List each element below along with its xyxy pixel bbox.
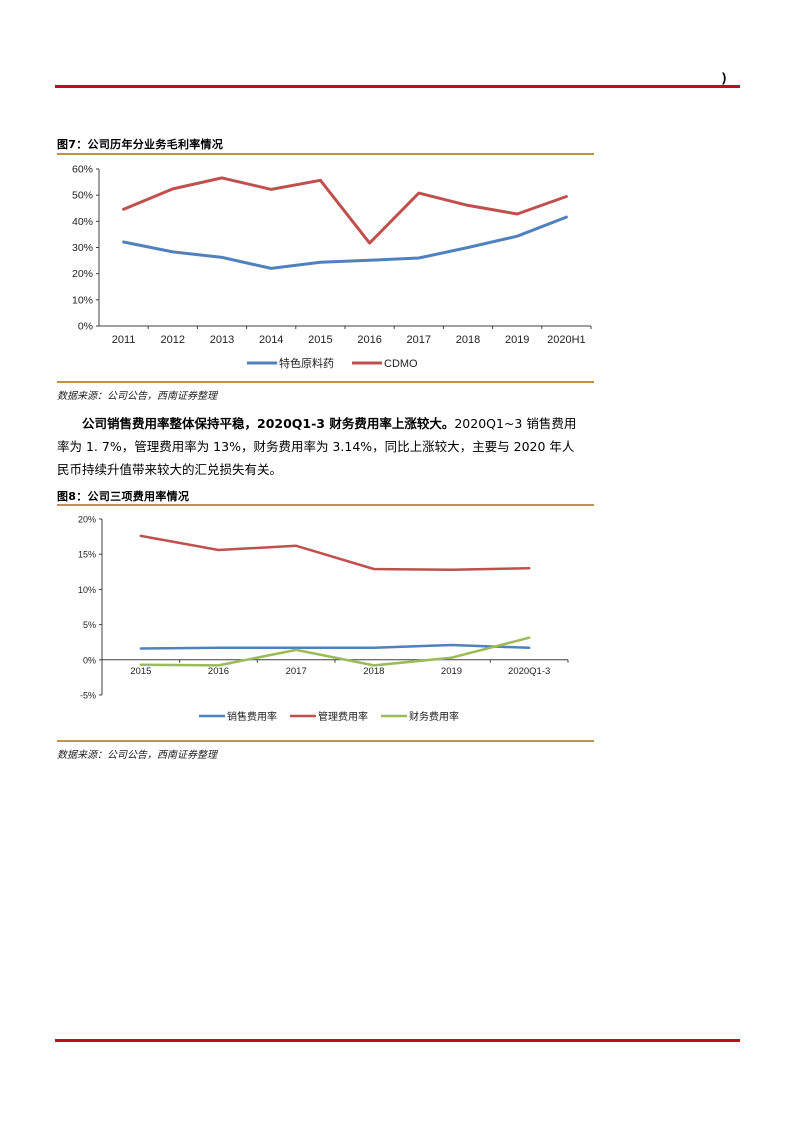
x-tick-label: 2020H1 bbox=[547, 334, 586, 346]
x-tick-label: 2019 bbox=[441, 666, 462, 677]
figure7-title: 图7：公司历年分业务毛利率情况 bbox=[57, 138, 224, 151]
y-tick-label: 60% bbox=[72, 164, 93, 176]
figure8-bottom-rule bbox=[57, 740, 594, 742]
series-line bbox=[139, 534, 531, 571]
y-tick-label: 20% bbox=[72, 268, 93, 280]
series-line bbox=[122, 215, 568, 270]
figure8-chart: -5% 0% 5% 10% 15% 20% 2015 2016 2017 2018 2019 2020… bbox=[78, 515, 569, 723]
x-tick-label: 2015 bbox=[308, 334, 332, 346]
x-tick-label: 2018 bbox=[456, 334, 480, 346]
y-tick-label: 30% bbox=[72, 242, 93, 254]
figure7-bottom-rule bbox=[57, 381, 594, 383]
series-line bbox=[139, 636, 531, 667]
legend-label: 管理费用率 bbox=[318, 710, 368, 723]
legend-label: CDMO bbox=[384, 358, 418, 370]
legend-label: 财务费用率 bbox=[409, 710, 459, 723]
paragraph-line1-rest: 2020Q1~3 销售费用 bbox=[454, 416, 577, 431]
figure8-top-rule bbox=[57, 504, 594, 506]
legend-label: 特色原料药 bbox=[279, 356, 334, 370]
figure7-top-rule bbox=[57, 153, 594, 155]
x-tick-label: 2016 bbox=[357, 334, 381, 346]
y-tick-label: 5% bbox=[83, 620, 96, 630]
series-line bbox=[122, 176, 568, 245]
y-tick-label: 40% bbox=[72, 216, 93, 228]
x-tick-label: 2014 bbox=[259, 334, 283, 346]
y-tick-label: 0% bbox=[78, 321, 93, 333]
x-tick-label: 2013 bbox=[210, 334, 234, 346]
figure8-source: 数据来源：公司公告，西南证券整理 bbox=[57, 750, 217, 761]
paragraph-line-2: 率为 1. 7%，管理费用率为 13%，财务费用率为 3.14%，同比上涨较大，… bbox=[57, 439, 575, 454]
footer-rule bbox=[55, 1039, 740, 1042]
y-tick-label: 0% bbox=[83, 655, 96, 665]
x-tick-label: 2012 bbox=[161, 334, 185, 346]
x-tick-label: 2016 bbox=[208, 666, 229, 677]
y-tick-label: -5% bbox=[80, 691, 96, 701]
y-tick-label: 50% bbox=[72, 190, 93, 202]
y-tick-label: 15% bbox=[78, 550, 96, 560]
y-tick-label: 10% bbox=[72, 294, 93, 306]
header-rule bbox=[55, 85, 740, 88]
x-tick-label: 2017 bbox=[407, 334, 431, 346]
paragraph-bold-lead: 公司销售费用率整体保持平稳，2020Q1-3 财务费用率上涨较大。 bbox=[82, 416, 455, 431]
y-tick-label: 20% bbox=[78, 515, 96, 525]
figure7-source: 数据来源：公司公告，西南证券整理 bbox=[57, 391, 217, 402]
x-tick-label: 2020Q1-3 bbox=[508, 666, 550, 677]
y-tick-label: 10% bbox=[78, 585, 96, 595]
figure8-title: 图8：公司三项费用率情况 bbox=[57, 490, 190, 503]
series-line bbox=[139, 643, 531, 650]
x-tick-label: 2019 bbox=[505, 334, 529, 346]
x-tick-label: 2015 bbox=[130, 666, 151, 677]
figure7-chart: 0% 10% 20% 30% 40% 50% 60% 2011 2012 2013 2014 2015… bbox=[72, 164, 592, 370]
x-tick-label: 2011 bbox=[112, 334, 136, 346]
header-mark: ) bbox=[722, 70, 727, 85]
paragraph-line-1: 公司销售费用率整体保持平稳，2020Q1-3 财务费用率上涨较大。2020Q1~… bbox=[57, 413, 592, 432]
paragraph-line-3: 民币持续升值带来较大的汇兑损失有关。 bbox=[57, 462, 283, 477]
legend-label: 销售费用率 bbox=[227, 710, 277, 723]
x-tick-label: 2018 bbox=[363, 666, 384, 677]
x-tick-label: 2017 bbox=[286, 666, 307, 677]
